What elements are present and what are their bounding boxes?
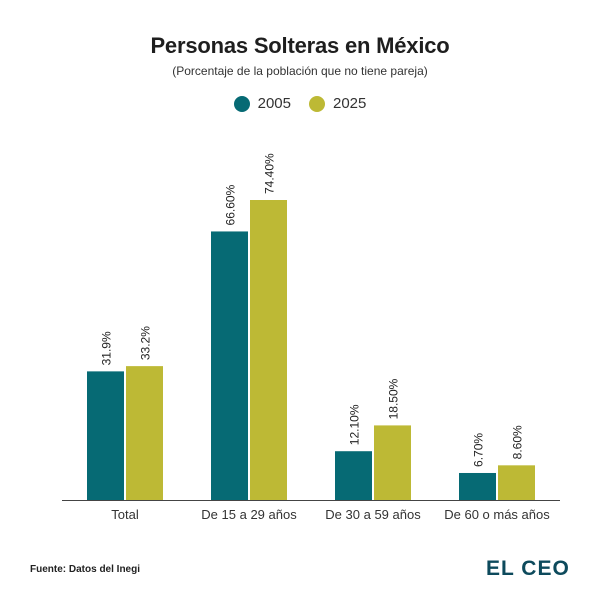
bar-2025-2	[374, 425, 411, 500]
chart-legend: 2005 2025	[0, 95, 600, 112]
bar-2005-0	[87, 371, 124, 500]
bar-2005-2	[335, 451, 372, 500]
legend-swatch-2005	[233, 95, 250, 112]
legend-label-2025: 2025	[333, 95, 367, 112]
data-label-2005-3: 6.70%	[472, 433, 486, 467]
data-label-2025-1: 74.40%	[263, 153, 277, 194]
source-note: Fuente: Datos del Inegi	[30, 564, 141, 575]
x-tick-label-2: De 30 a 59 años	[325, 507, 421, 522]
data-label-2005-0: 31.9%	[100, 331, 114, 365]
bar-2005-3	[459, 472, 496, 500]
chart-subtitle: (Porcentaje de la población que no tiene…	[172, 64, 428, 78]
legend-item-2005: 2005	[233, 95, 291, 112]
x-tick-label-3: De 60 o más años	[444, 507, 550, 522]
legend-swatch-2025	[309, 95, 325, 112]
data-label-2005-2: 12.10%	[348, 404, 362, 445]
legend-item-2025: 2025	[309, 95, 366, 112]
chart-title: Personas Solteras en México	[150, 33, 450, 58]
bar-2025-0	[126, 366, 163, 500]
data-label-2025-0: 33.2%	[139, 326, 153, 360]
bar-2025-3	[498, 465, 535, 500]
brand-logo: EL CEO	[486, 557, 570, 580]
bar-2005-1	[211, 231, 248, 501]
legend-label-2005: 2005	[257, 95, 291, 112]
data-label-2005-1: 66.60%	[224, 184, 238, 225]
x-tick-label-0: Total	[111, 507, 139, 522]
x-tick-label-1: De 15 a 29 años	[201, 507, 297, 522]
data-label-2025-2: 18.50%	[387, 378, 401, 419]
bar-2025-1	[250, 200, 287, 500]
data-label-2025-3: 8.60%	[511, 425, 525, 459]
